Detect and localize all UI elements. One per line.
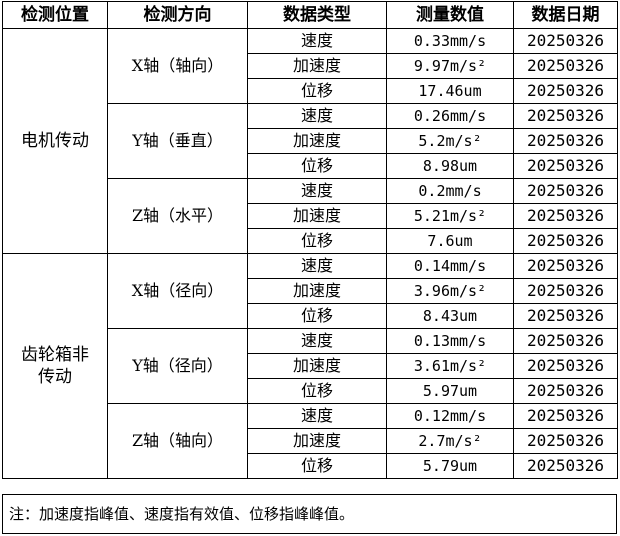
value-cell: 0.2mm/s bbox=[386, 178, 514, 204]
table-row: Y轴（垂直） 速度 0.26mm/s 20250326 bbox=[3, 103, 618, 179]
type-cell: 加速度 bbox=[247, 203, 387, 229]
type-cell: 速度 bbox=[247, 103, 387, 129]
table-row: 位移 7.6um 20250326 bbox=[3, 228, 618, 254]
type-cell: 速度 bbox=[247, 253, 387, 279]
date-cell: 20250326 bbox=[513, 328, 618, 354]
type-cell: 位移 bbox=[247, 78, 387, 104]
value-cell: 17.46um bbox=[386, 78, 514, 104]
type-cell: 位移 bbox=[247, 453, 387, 479]
date-cell: 20250326 bbox=[513, 378, 618, 404]
value-cell: 5.97um bbox=[386, 378, 514, 404]
date-cell: 20250326 bbox=[513, 253, 618, 279]
table-row: 加速度 9.97m/s² 20250326 bbox=[3, 53, 618, 79]
value-cell: 5.2m/s² bbox=[386, 128, 514, 154]
type-cell: 位移 bbox=[247, 303, 387, 329]
value-cell: 0.26mm/s bbox=[386, 103, 514, 129]
value-cell: 5.21m/s² bbox=[386, 203, 514, 229]
location-cell: 齿轮箱非传动 bbox=[2, 253, 108, 479]
type-cell: 位移 bbox=[247, 153, 387, 179]
value-cell: 3.96m/s² bbox=[386, 278, 514, 304]
footnote: 注：加速度指峰值、速度指有效值、位移指峰峰值。 bbox=[2, 494, 617, 534]
direction-cell: Z轴（水平） bbox=[107, 178, 248, 254]
table-row: 齿轮箱非传动 X轴（径向） 速度 0.14mm/s 20250326 bbox=[2, 253, 618, 479]
type-cell: 位移 bbox=[247, 378, 387, 404]
direction-cell: Y轴（垂直） bbox=[107, 103, 248, 179]
location-cell: 电机传动 bbox=[2, 28, 108, 254]
value-cell: 5.79um bbox=[386, 453, 514, 479]
date-cell: 20250326 bbox=[513, 228, 618, 254]
date-cell: 20250326 bbox=[513, 103, 618, 129]
type-cell: 速度 bbox=[247, 178, 387, 204]
table-row: Z轴（水平） 速度 0.2mm/s 20250326 bbox=[3, 178, 618, 254]
date-cell: 20250326 bbox=[513, 128, 618, 154]
date-cell: 20250326 bbox=[513, 28, 618, 54]
header-type: 数据类型 bbox=[247, 1, 387, 29]
direction-cell: X轴（径向） bbox=[107, 253, 248, 329]
value-cell: 7.6um bbox=[386, 228, 514, 254]
date-cell: 20250326 bbox=[513, 428, 618, 454]
type-cell: 加速度 bbox=[247, 128, 387, 154]
value-cell: 3.61m/s² bbox=[386, 353, 514, 379]
date-cell: 20250326 bbox=[513, 453, 618, 479]
table-row: 电机传动 X轴（轴向） 速度 0.33mm/s 20250326 bbox=[2, 28, 618, 254]
table-row: 位移 8.43um 20250326 bbox=[3, 303, 618, 329]
measurement-table: 检测位置 检测方向 数据类型 测量数值 数据日期 电机传动 X轴（轴向） 速度 … bbox=[2, 1, 618, 479]
header-location: 检测位置 bbox=[2, 1, 108, 29]
value-cell: 0.33mm/s bbox=[386, 28, 514, 54]
date-cell: 20250326 bbox=[513, 203, 618, 229]
table-row: 加速度 5.21m/s² 20250326 bbox=[3, 203, 618, 229]
value-cell: 2.7m/s² bbox=[386, 428, 514, 454]
value-cell: 8.43um bbox=[386, 303, 514, 329]
header-date: 数据日期 bbox=[513, 1, 618, 29]
direction-cell: Z轴（轴向） bbox=[107, 403, 248, 479]
table-row: 加速度 3.96m/s² 20250326 bbox=[3, 278, 618, 304]
date-cell: 20250326 bbox=[513, 178, 618, 204]
table-row: Z轴（轴向） 速度 0.12mm/s 20250326 bbox=[3, 403, 618, 479]
header-value: 测量数值 bbox=[386, 1, 514, 29]
date-cell: 20250326 bbox=[513, 403, 618, 429]
direction-cell: X轴（轴向） bbox=[107, 28, 248, 104]
table-row: 位移 8.98um 20250326 bbox=[3, 153, 618, 179]
type-cell: 加速度 bbox=[247, 428, 387, 454]
table-row: 加速度 5.2m/s² 20250326 bbox=[3, 128, 618, 154]
table-row: 位移 5.79um 20250326 bbox=[3, 453, 618, 479]
type-cell: 加速度 bbox=[247, 353, 387, 379]
value-cell: 0.13mm/s bbox=[386, 328, 514, 354]
table-row: 位移 17.46um 20250326 bbox=[3, 78, 618, 104]
date-cell: 20250326 bbox=[513, 53, 618, 79]
type-cell: 加速度 bbox=[247, 53, 387, 79]
date-cell: 20250326 bbox=[513, 153, 618, 179]
type-cell: 加速度 bbox=[247, 278, 387, 304]
type-cell: 速度 bbox=[247, 403, 387, 429]
value-cell: 0.12mm/s bbox=[386, 403, 514, 429]
type-cell: 速度 bbox=[247, 328, 387, 354]
date-cell: 20250326 bbox=[513, 303, 618, 329]
type-cell: 速度 bbox=[247, 28, 387, 54]
header-row: 检测位置 检测方向 数据类型 测量数值 数据日期 bbox=[2, 1, 618, 29]
value-cell: 8.98um bbox=[386, 153, 514, 179]
date-cell: 20250326 bbox=[513, 353, 618, 379]
value-cell: 9.97m/s² bbox=[386, 53, 514, 79]
type-cell: 位移 bbox=[247, 228, 387, 254]
direction-cell: Y轴（径向） bbox=[107, 328, 248, 404]
value-cell: 0.14mm/s bbox=[386, 253, 514, 279]
date-cell: 20250326 bbox=[513, 78, 618, 104]
date-cell: 20250326 bbox=[513, 278, 618, 304]
header-direction: 检测方向 bbox=[107, 1, 248, 29]
